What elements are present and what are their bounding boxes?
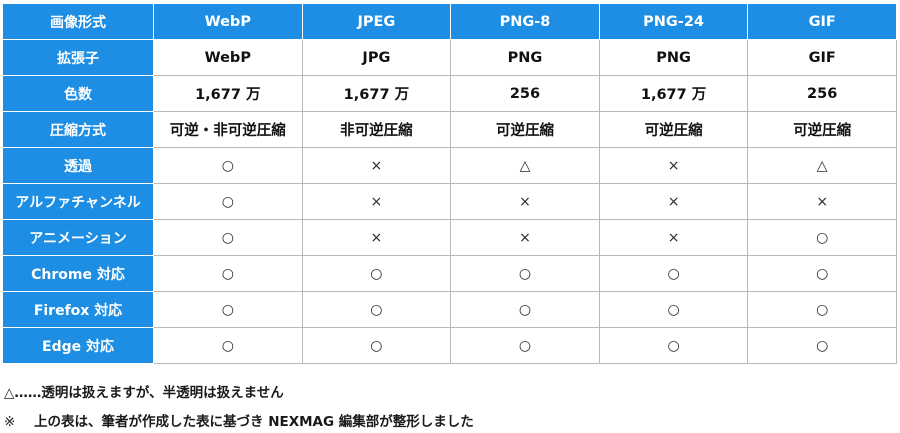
column-header-jpeg: JPEG [301, 3, 452, 40]
table-cell: 非可逆圧縮 [301, 111, 452, 148]
row-header-edge-support: Edge 対応 [2, 327, 154, 364]
support-mark: × [301, 219, 452, 256]
row-header-colors: 色数 [2, 75, 154, 112]
row-header-transparency: 透過 [2, 147, 154, 184]
table-row: 圧縮方式 可逆・非可逆圧縮 非可逆圧縮 可逆圧縮 可逆圧縮 可逆圧縮 [2, 111, 897, 148]
row-header-alpha-channel: アルファチャンネル [2, 183, 154, 220]
support-mark: ○ [747, 291, 897, 328]
support-mark: ○ [747, 327, 897, 364]
support-mark: ○ [153, 255, 303, 292]
table-row: 色数 1,677 万 1,677 万 256 1,677 万 256 [2, 75, 897, 112]
support-mark: ○ [301, 291, 452, 328]
table-cell: 1,677 万 [153, 75, 303, 112]
table-cell: 可逆・非可逆圧縮 [153, 111, 303, 148]
support-mark: ○ [598, 327, 749, 364]
support-mark: × [598, 183, 749, 220]
table-cell: 1,677 万 [301, 75, 452, 112]
row-header-firefox-support: Firefox 対応 [2, 291, 154, 328]
row-header-chrome-support: Chrome 対応 [2, 255, 154, 292]
support-mark: ○ [450, 291, 600, 328]
corner-header: 画像形式 [2, 3, 154, 40]
table-cell: 可逆圧縮 [598, 111, 749, 148]
table-cell: JPG [301, 39, 452, 76]
triangle-footnote: △……透明は扱えますが、半透明は扱えません [4, 381, 284, 401]
support-mark: ○ [153, 291, 303, 328]
table-row: 拡張子 WebP JPG PNG PNG GIF [2, 39, 897, 76]
table-header-row: 画像形式 WebP JPEG PNG-8 PNG-24 GIF [2, 3, 897, 40]
table-cell: 256 [747, 75, 897, 112]
reference-mark: ※ [4, 414, 16, 430]
table-cell: GIF [747, 39, 897, 76]
support-mark: × [301, 147, 452, 184]
column-header-png8: PNG-8 [450, 3, 600, 40]
row-header-extension: 拡張子 [2, 39, 154, 76]
triangle-footnote-text: ……透明は扱えますが、半透明は扱えません [14, 385, 284, 401]
table-row: アルファチャンネル ○ × × × × [2, 183, 897, 220]
support-mark: × [598, 219, 749, 256]
support-mark: ○ [301, 255, 452, 292]
table-cell: PNG [598, 39, 749, 76]
support-mark: △ [450, 147, 600, 184]
support-mark: × [450, 219, 600, 256]
support-mark: ○ [450, 327, 600, 364]
support-mark: △ [747, 147, 897, 184]
support-mark: ○ [153, 327, 303, 364]
table-cell: 可逆圧縮 [747, 111, 897, 148]
table-cell: 256 [450, 75, 600, 112]
table-row: Firefox 対応 ○ ○ ○ ○ ○ [2, 291, 897, 328]
column-header-png24: PNG-24 [598, 3, 749, 40]
image-format-comparison-table: 画像形式 WebP JPEG PNG-8 PNG-24 GIF 拡張子 WebP… [2, 3, 897, 364]
source-footnote-text: 上の表は、筆者が作成した表に基づき NEXMAG 編集部が整形しました [34, 414, 474, 430]
triangle-mark: △ [4, 385, 15, 401]
support-mark: × [450, 183, 600, 220]
support-mark: ○ [450, 255, 600, 292]
table-cell: 1,677 万 [598, 75, 749, 112]
table-row: 透過 ○ × △ × △ [2, 147, 897, 184]
support-mark: ○ [747, 255, 897, 292]
table-cell: PNG [450, 39, 600, 76]
table-cell: WebP [153, 39, 303, 76]
support-mark: ○ [598, 255, 749, 292]
support-mark: × [598, 147, 749, 184]
column-header-gif: GIF [747, 3, 897, 40]
support-mark: ○ [153, 147, 303, 184]
support-mark: × [747, 183, 897, 220]
row-header-compression: 圧縮方式 [2, 111, 154, 148]
table-row: アニメーション ○ × × × ○ [2, 219, 897, 256]
support-mark: ○ [153, 183, 303, 220]
table-cell: 可逆圧縮 [450, 111, 600, 148]
support-mark: ○ [598, 291, 749, 328]
table-row: Edge 対応 ○ ○ ○ ○ ○ [2, 327, 897, 364]
support-mark: ○ [747, 219, 897, 256]
row-header-animation: アニメーション [2, 219, 154, 256]
table-row: Chrome 対応 ○ ○ ○ ○ ○ [2, 255, 897, 292]
source-footnote: ※ 上の表は、筆者が作成した表に基づき NEXMAG 編集部が整形しました [4, 410, 474, 430]
support-mark: × [301, 183, 452, 220]
support-mark: ○ [301, 327, 452, 364]
column-header-webp: WebP [153, 3, 303, 40]
support-mark: ○ [153, 219, 303, 256]
